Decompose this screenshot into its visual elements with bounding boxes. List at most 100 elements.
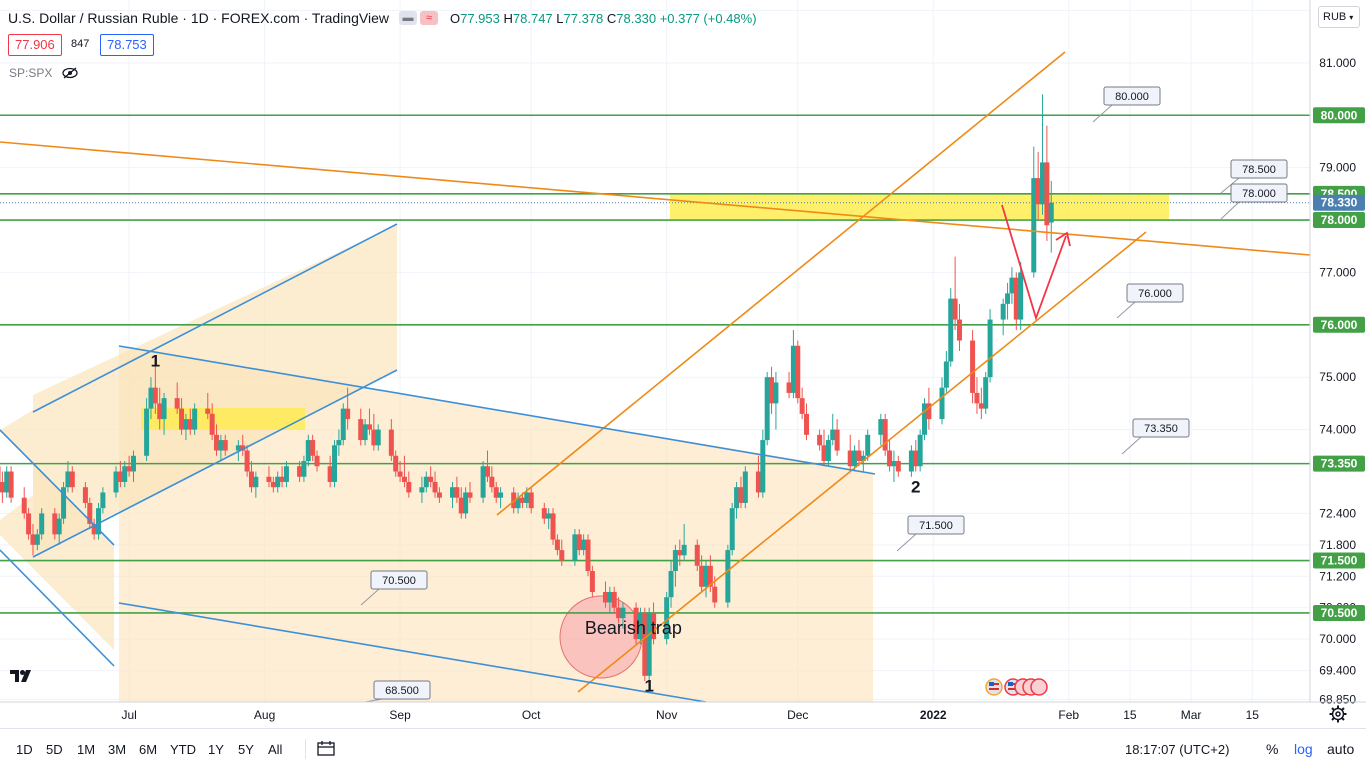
currency-select[interactable]: RUB ▾ <box>1318 6 1360 28</box>
sell-button[interactable]: 77.906 <box>8 34 62 56</box>
candle <box>301 455 307 482</box>
candle <box>878 413 884 446</box>
candle <box>786 371 792 399</box>
range-all-button[interactable]: All <box>268 742 283 757</box>
wave-label: 1 <box>151 352 160 371</box>
candle-body <box>358 419 364 441</box>
time-axis[interactable]: Jul Aug Sep Oct Nov Dec 2022 Feb 15 Mar 15 <box>0 701 1366 728</box>
candle <box>825 434 831 467</box>
percent-toggle[interactable]: % <box>1266 741 1279 757</box>
eye-hidden-icon[interactable] <box>62 67 79 79</box>
callout-box <box>1132 418 1190 438</box>
time-tick-label: Dec <box>787 708 808 722</box>
auto-toggle[interactable]: auto <box>1327 741 1355 757</box>
comparison-symbol[interactable]: SP:SPX <box>9 66 53 80</box>
candle-body <box>817 434 823 446</box>
price-chart[interactable]: 80.000 78.500 78.000 76.000 73.350 71.500 70.5… <box>0 0 1366 728</box>
candle-body <box>926 403 932 420</box>
price-tick-label: 69.400 <box>1319 664 1356 678</box>
candle-body <box>21 497 27 514</box>
candle-body <box>1013 277 1019 320</box>
level-callout: 78.000 <box>1220 183 1288 220</box>
price-label-text: 80.000 <box>1321 108 1358 122</box>
range-5y-button[interactable]: 5Y <box>238 742 254 757</box>
range-1m-button[interactable]: 1M <box>77 742 96 757</box>
candle-body <box>336 440 342 446</box>
candle <box>943 351 949 393</box>
candle <box>887 440 893 472</box>
calendar-range-icon[interactable] <box>317 741 335 756</box>
wave-indicator-icon[interactable]: ≈ <box>419 11 438 25</box>
candle-body <box>913 450 919 467</box>
candle-body <box>799 398 805 414</box>
candle-body <box>742 471 748 503</box>
range-1y-button[interactable]: 1Y <box>208 742 224 757</box>
range-1d-button[interactable]: 1D <box>16 742 33 757</box>
time-tick-label: Nov <box>656 708 677 722</box>
candle-body <box>1048 202 1054 223</box>
candle <box>974 377 980 414</box>
candle <box>790 330 796 399</box>
callout-label: 76.000 <box>1138 288 1172 300</box>
range-6m-button[interactable]: 6M <box>139 742 158 757</box>
candle <box>126 455 132 477</box>
candle <box>65 461 71 493</box>
candle <box>8 466 14 503</box>
tradingview-logo-icon[interactable] <box>9 668 39 690</box>
price-tick-label: 77.000 <box>1319 265 1356 279</box>
range-ytd-button[interactable]: YTD <box>170 742 196 757</box>
candle-body <box>39 513 45 535</box>
symbol-title[interactable]: U.S. Dollar / Russian Ruble · 1D · FOREX… <box>8 10 389 26</box>
candle <box>939 377 945 425</box>
chart-header: U.S. Dollar / Russian Ruble · 1D · FOREX… <box>8 8 757 28</box>
candle-body <box>100 492 106 509</box>
candle-body <box>126 466 132 472</box>
candle <box>144 398 150 462</box>
candle <box>1018 261 1024 331</box>
price-label: 78.000 <box>1313 212 1365 229</box>
log-toggle[interactable]: log <box>1294 741 1313 757</box>
candle <box>419 476 425 503</box>
level-callout: 80.000 <box>1092 86 1161 123</box>
candle-body <box>755 471 761 493</box>
candle-body <box>345 408 351 420</box>
economic-events-icon[interactable] <box>985 677 1049 697</box>
candle <box>769 366 775 414</box>
buy-button[interactable]: 78.753 <box>100 34 154 56</box>
candle <box>734 481 740 519</box>
callout-connector <box>1116 301 1136 319</box>
range-5d-button[interactable]: 5D <box>46 742 63 757</box>
wave-label: 1 <box>644 677 653 696</box>
candle-body <box>432 481 438 493</box>
low-label: L <box>556 10 564 26</box>
candle <box>270 476 276 493</box>
candle <box>602 581 608 608</box>
candle <box>480 461 486 503</box>
price-label-text: 70.500 <box>1321 606 1358 620</box>
clock-readout[interactable]: 18:17:07 (UTC+2) <box>1125 742 1230 757</box>
candle-body <box>1031 178 1037 273</box>
candle <box>699 555 705 592</box>
candle-body <box>489 476 495 488</box>
price-tick-label: 71.200 <box>1319 569 1356 583</box>
candle-body <box>895 461 901 472</box>
candle-body <box>454 487 460 498</box>
bottom-toolbar: 1D 5D 1M 3M 6M YTD 1Y 5Y All 18:17:07 (U… <box>0 728 1366 768</box>
candle <box>0 471 5 503</box>
candle-body <box>375 429 381 446</box>
candle-body <box>130 455 136 472</box>
candle-body <box>56 518 62 535</box>
candle-body <box>174 398 180 409</box>
candle <box>978 387 984 420</box>
market-status-icon[interactable]: ▬ <box>398 11 417 25</box>
candle <box>275 471 281 493</box>
candle-body <box>218 440 224 451</box>
price-axis-background <box>1310 0 1366 702</box>
price-axis[interactable]: 82.00081.00079.00077.00075.00074.00072.4… <box>1309 0 1366 706</box>
close-value: 78.330 <box>616 10 657 26</box>
candle-body <box>694 544 700 566</box>
range-3m-button[interactable]: 3M <box>108 742 127 757</box>
candle-body <box>943 361 949 388</box>
candle-body <box>187 419 193 430</box>
gear-icon[interactable] <box>1328 704 1348 724</box>
